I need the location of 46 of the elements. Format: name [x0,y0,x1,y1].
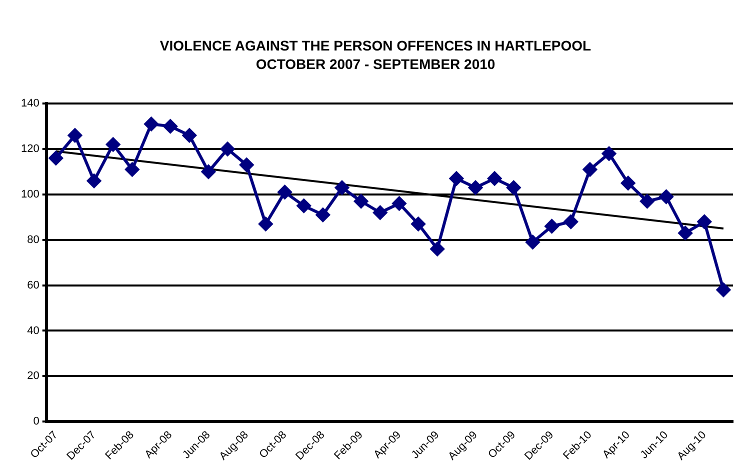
y-tick-label: 40 [27,324,40,337]
point [316,208,330,222]
point [544,219,559,234]
point [411,216,426,231]
y-tick-label: 100 [20,188,40,200]
point [468,180,483,195]
y-tick-label: 60 [27,279,40,292]
point [182,128,196,142]
point [506,180,521,195]
point [48,151,63,166]
chart-subtitle: OCTOBER 2007 - SEPTEMBER 2010 [256,56,496,72]
point [697,214,712,229]
point [564,214,578,229]
point [354,194,368,208]
y-tick-label: 140 [20,98,40,110]
point [220,142,235,156]
y-tick-label: 120 [20,143,40,156]
y-tick-label: 80 [27,234,40,246]
point [430,242,444,256]
point [125,162,140,176]
y-tick-label: 0 [33,416,40,428]
point [296,198,311,213]
point [392,196,406,211]
point [678,226,692,240]
point [258,216,273,231]
point [488,172,502,186]
point [373,206,388,220]
point [659,190,674,204]
point [621,176,636,190]
point [278,185,292,200]
point [144,117,158,132]
point [201,164,216,179]
point [640,194,654,208]
point [106,137,120,152]
point [526,235,540,250]
point [602,146,616,161]
point [68,128,82,142]
point [87,174,102,188]
chart-title: VIOLENCE AGAINST THE PERSON OFFENCES IN HARTLEPOOL [160,37,592,54]
point [334,180,349,195]
point [449,172,464,186]
y-tick-label: 20 [27,370,40,382]
point [240,158,254,172]
point [582,162,597,176]
point [716,282,730,297]
point [163,119,178,134]
